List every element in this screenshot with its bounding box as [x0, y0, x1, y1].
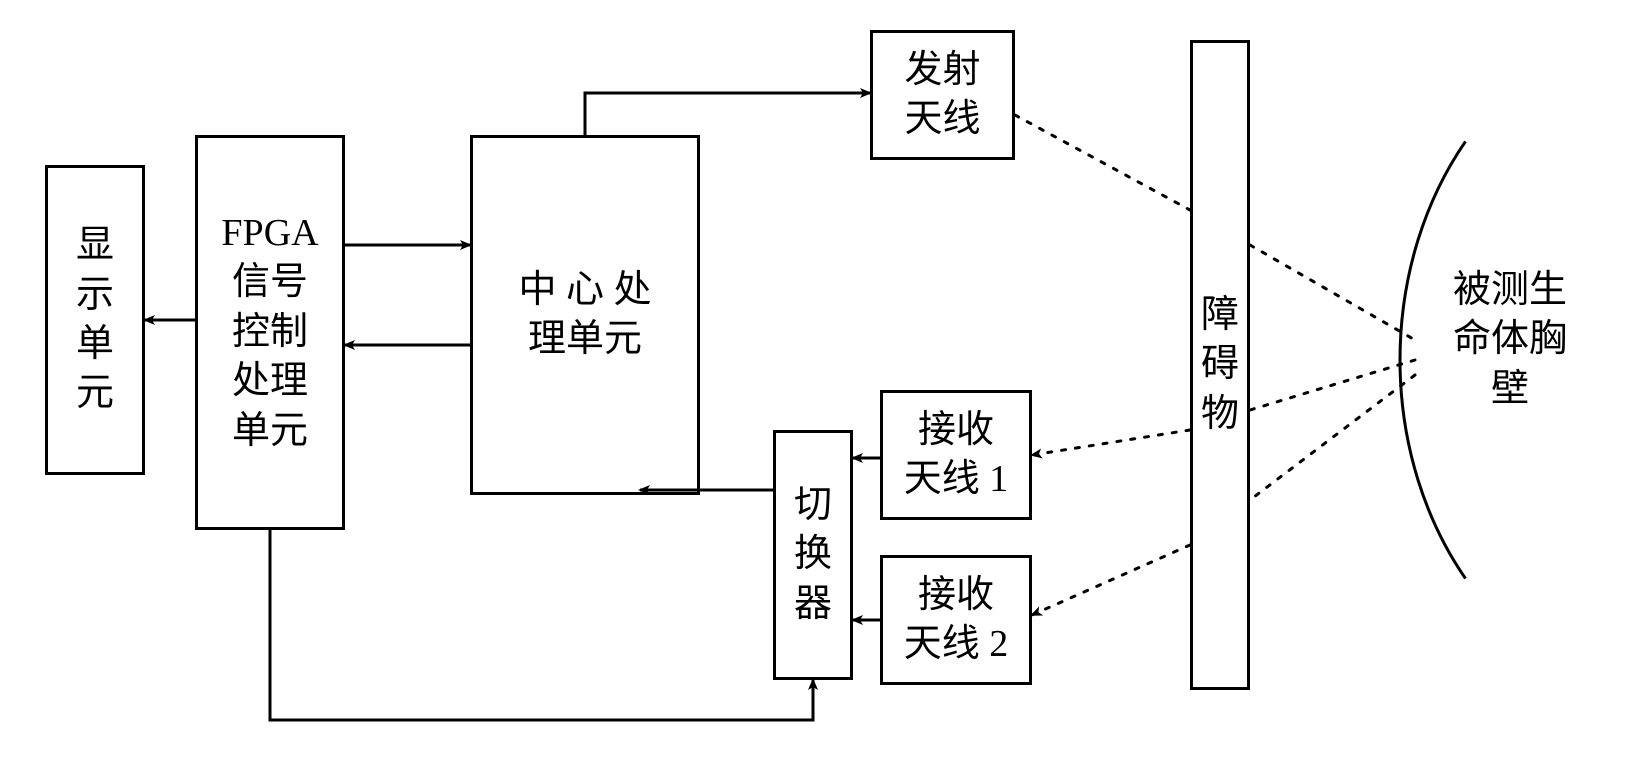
dotted-edge-0-1 [1250, 245, 1415, 340]
dotted-edge-1-1 [1032, 430, 1190, 455]
tx-antenna-box: 发射天线 [870, 30, 1015, 160]
obstacle-box: 障碍物 [1190, 40, 1250, 690]
fpga-box: FPGA信号控制处理单元 [195, 135, 345, 530]
edge-cpu_tx [585, 93, 870, 135]
display-unit-label: 显示单元 [76, 221, 114, 419]
tx-antenna-label: 发射天线 [904, 46, 980, 145]
rx2-label: 接收天线 2 [904, 571, 1009, 670]
dotted-edge-1-0 [1250, 360, 1415, 410]
dotted-edge-2-1 [1032, 545, 1190, 615]
cpu-label: 中 心 处理单元 [518, 266, 651, 365]
rx2-box: 接收天线 2 [880, 555, 1032, 685]
dotted-edge-2-0 [1250, 375, 1415, 500]
edge-fpga_sw [270, 530, 813, 720]
chest-wall-label: 被测生命体胸壁 [1453, 266, 1567, 414]
rx1-label: 接收天线 1 [904, 406, 1009, 505]
dotted-edge-0-0 [1015, 115, 1190, 210]
switcher-label: 切换器 [794, 481, 832, 629]
cpu-box: 中 心 处理单元 [470, 135, 700, 495]
obstacle-label: 障碍物 [1201, 291, 1239, 439]
chest-wall-box: 被测生命体胸壁 [1420, 240, 1600, 440]
display-unit-box: 显示单元 [45, 165, 145, 475]
switcher-box: 切换器 [773, 430, 853, 680]
fpga-label: FPGA信号控制处理单元 [221, 209, 318, 456]
rx1-box: 接收天线 1 [880, 390, 1032, 520]
